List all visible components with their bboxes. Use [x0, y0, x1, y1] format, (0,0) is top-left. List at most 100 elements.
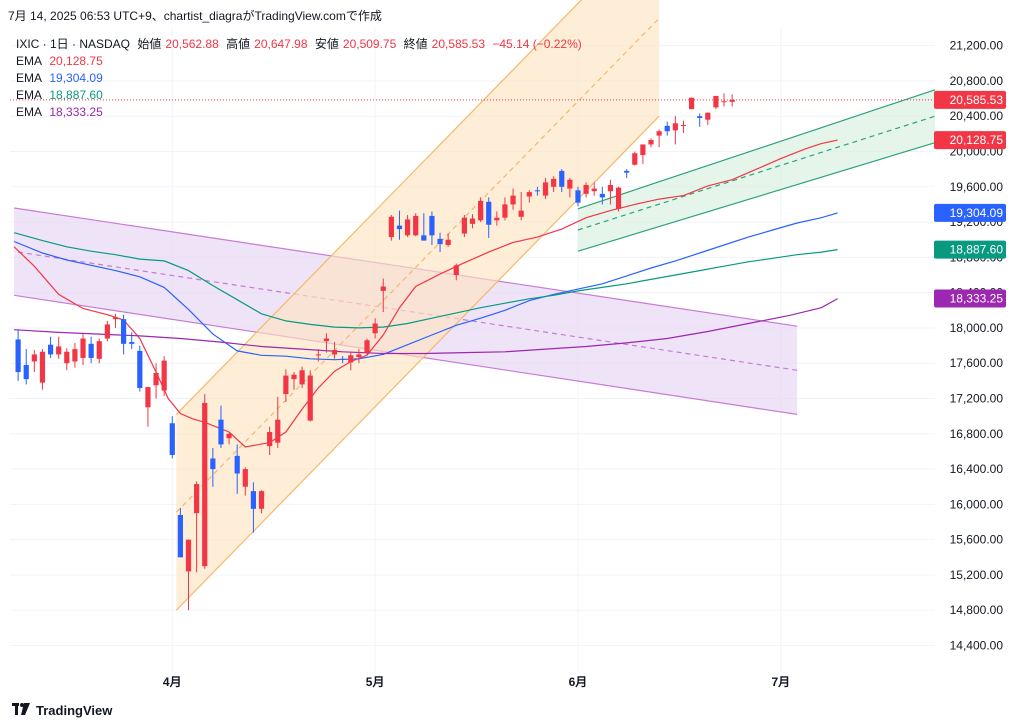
ema-name: EMA — [16, 71, 43, 85]
candle-body — [372, 323, 378, 334]
x-tick-label: 6月 — [569, 675, 588, 689]
y-tick-label: 17,200.00 — [950, 392, 1004, 406]
ema-value: 20,128.75 — [49, 54, 103, 68]
candle-body — [429, 215, 435, 236]
candle-body — [421, 235, 427, 241]
low-value: 20,509.75 — [342, 37, 397, 51]
price-tag-label: 20,128.75 — [950, 133, 1004, 147]
candle-body — [461, 217, 467, 234]
candle-body — [56, 346, 62, 355]
candle-body — [567, 179, 573, 189]
candle-body — [664, 125, 670, 132]
candle-body — [331, 350, 338, 355]
candle-body — [218, 419, 224, 445]
candle-body — [502, 204, 508, 218]
candle-body — [680, 125, 687, 127]
ema-name: EMA — [16, 105, 43, 119]
candle-body — [177, 514, 183, 558]
candle-body — [437, 238, 443, 245]
candle-body — [445, 239, 451, 246]
y-tick-label: 20,800.00 — [950, 74, 1004, 88]
ema-value: 18,887.60 — [49, 88, 103, 102]
candle-body — [283, 375, 289, 395]
candle-body — [31, 354, 37, 362]
symbol-label[interactable]: IXIC · 1日 · NASDAQ — [16, 37, 131, 51]
y-tick-label: 16,400.00 — [950, 462, 1004, 476]
ema-legend-row[interactable]: EMA 19,304.09 — [16, 70, 586, 87]
candle-body — [551, 178, 557, 187]
ema-line-4 — [14, 298, 838, 355]
candle-body — [396, 225, 403, 230]
candle-body — [169, 423, 175, 455]
close-value: 20,585.53 — [431, 37, 486, 51]
y-tick-label: 14,800.00 — [950, 603, 1004, 617]
candle-body — [713, 95, 719, 108]
tradingview-logo[interactable]: TradingView — [12, 703, 112, 718]
candle-body — [591, 188, 597, 192]
candle-body — [267, 432, 273, 447]
candle-body — [120, 319, 127, 344]
candle-body — [648, 140, 654, 145]
open-value: 20,562.88 — [165, 37, 219, 51]
candle-body — [210, 458, 216, 470]
candle-body — [153, 372, 159, 386]
candle-body — [494, 217, 500, 221]
chart-caption: 7月 14, 2025 06:53 UTC+9、chartist_diagraが… — [8, 9, 382, 23]
y-tick-label: 20,400.00 — [950, 109, 1004, 123]
orange-channel-upper-line — [175, 0, 583, 415]
ema-legend-row[interactable]: EMA 20,128.75 — [16, 53, 586, 70]
ema-legend-row[interactable]: EMA 18,887.60 — [16, 87, 586, 104]
candle-body — [104, 324, 110, 339]
candle-body — [72, 349, 78, 362]
y-tick-label: 15,600.00 — [950, 533, 1004, 547]
candle-body — [47, 344, 54, 355]
ema-line-2 — [13, 212, 838, 361]
candle-body — [242, 469, 248, 487]
candle-body — [599, 193, 605, 198]
y-tick-label: 15,200.00 — [950, 568, 1004, 582]
candle-body — [258, 491, 265, 509]
candle-body — [137, 350, 143, 388]
price-tag-label: 18,333.25 — [950, 292, 1004, 306]
candle-body — [705, 112, 711, 120]
candle-body — [486, 201, 492, 225]
orange-channel-mid-line — [175, 17, 660, 513]
candle-body — [291, 374, 297, 380]
candle-body — [194, 484, 200, 514]
candle-body — [380, 286, 386, 291]
candle-body — [559, 170, 565, 187]
candle-body — [640, 144, 646, 156]
price-tag-label: 18,887.60 — [950, 243, 1004, 257]
candle-body — [575, 190, 581, 203]
candle-body — [39, 351, 46, 383]
price-tag — [934, 131, 1006, 150]
ohlc-row: IXIC · 1日 · NASDAQ 始値 20,562.88 高値 20,647.… — [16, 36, 586, 53]
price-tag — [934, 203, 1006, 222]
candle-body — [96, 341, 102, 359]
candle-body — [275, 419, 281, 443]
candle-body — [672, 123, 678, 131]
change-value: −45.14 (−0.22%) — [492, 37, 582, 51]
tradingview-logo-icon — [12, 703, 30, 718]
candle-body — [15, 339, 21, 373]
ema-legend-row[interactable]: EMA 18,333.25 — [16, 104, 586, 121]
candle-body — [202, 402, 208, 567]
candle-body — [607, 185, 614, 192]
y-tick-label: 16,000.00 — [950, 497, 1004, 511]
candle-body — [632, 153, 638, 165]
candle-body — [299, 370, 305, 385]
candle-body — [80, 338, 86, 358]
candle-body — [356, 354, 362, 358]
candle-body — [315, 354, 321, 356]
candle-body — [161, 360, 167, 391]
low-label: 安値 — [314, 37, 339, 51]
candle-body — [526, 192, 532, 197]
candle-body — [234, 455, 240, 474]
candle-body — [145, 387, 151, 408]
x-tick-label: 4月 — [163, 675, 182, 689]
chart-legend: IXIC · 1日 · NASDAQ 始値 20,562.88 高値 20,647.… — [16, 36, 586, 121]
candle-body — [404, 219, 411, 236]
y-tick-label: 18,000.00 — [950, 321, 1004, 335]
candle-body — [721, 101, 727, 103]
